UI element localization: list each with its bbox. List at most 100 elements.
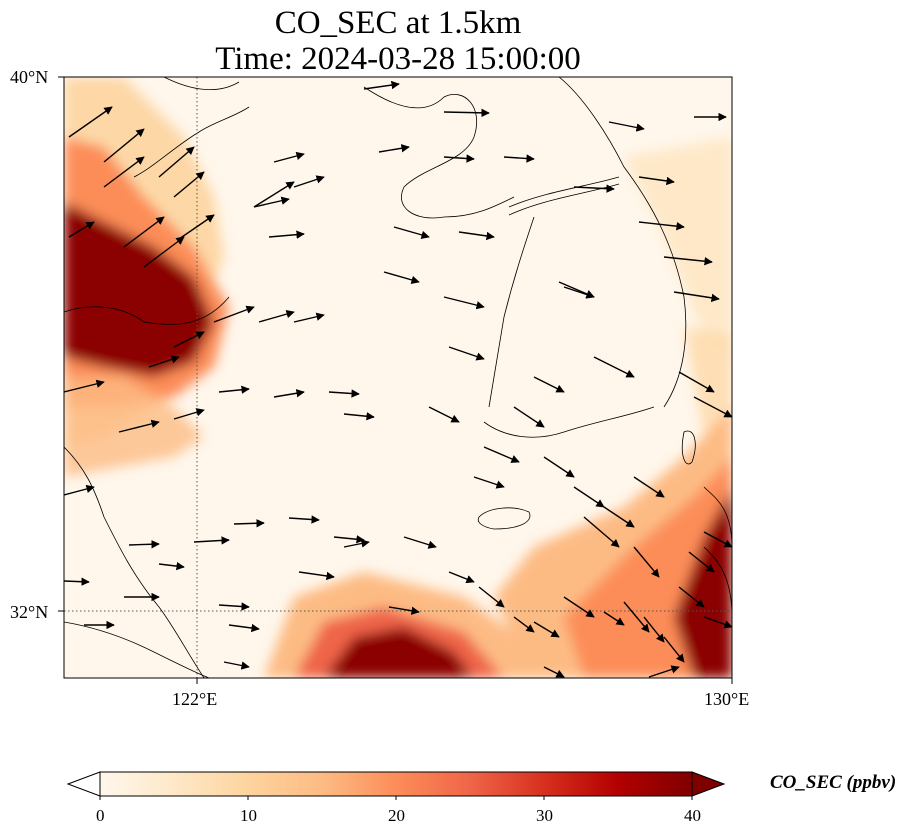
colorbar [66, 771, 726, 800]
coastline-kyushu [703, 486, 732, 618]
wind-vector-arrow [593, 356, 635, 378]
wind-vector-arrow [343, 539, 370, 548]
wind-vector-arrow [483, 446, 520, 463]
wind-vector-arrow [638, 176, 675, 186]
wind-vector-arrow [64, 484, 95, 496]
wind-vector-arrow [233, 519, 265, 528]
colorbar-tick-10: 10 [240, 806, 257, 825]
wind-vector-arrow [328, 389, 360, 398]
wind-vectors [64, 80, 732, 678]
wind-vector-arrow [173, 171, 205, 198]
wind-vector-arrow [443, 296, 485, 310]
wind-vector-arrow [633, 476, 665, 498]
coastline-shandong [64, 296, 230, 325]
wind-vector-arrow [388, 606, 420, 615]
wind-vector-arrow [633, 546, 660, 578]
wind-vector-arrow [513, 616, 535, 633]
wind-vector-arrow [213, 305, 255, 323]
wind-vector-arrow [583, 516, 620, 548]
wind-vector-arrow [558, 281, 595, 298]
wind-vector-arrow [603, 611, 625, 626]
coastlines [64, 77, 732, 678]
map-title-line2: Time: 2024-03-28 15:00:00 [215, 41, 581, 77]
co-plume-nw-core [64, 202, 214, 377]
wind-vector-arrow [533, 621, 560, 638]
wind-vector-arrow [693, 396, 732, 418]
wind-vector-arrow [543, 666, 565, 678]
map-title-line1: CO_SEC at 1.5km [274, 5, 522, 41]
coastline-yangtze [64, 621, 210, 678]
wind-vector-arrow [218, 385, 250, 394]
wind-vector-arrow [273, 389, 305, 398]
colorbar-tick-30: 30 [536, 806, 553, 825]
wind-vector-arrow [663, 636, 685, 663]
map-frame [63, 76, 733, 679]
wind-vector-arrow [428, 406, 460, 423]
wind-vector-arrow [473, 476, 505, 489]
wind-vector-arrow [448, 346, 485, 361]
wind-vector-arrow [193, 536, 230, 545]
wind-vector-arrow [663, 256, 713, 266]
wind-vector-arrow [173, 408, 205, 420]
lat-tick-label-40N: 40°N [10, 67, 49, 87]
coastline-korea-south [483, 406, 655, 438]
wind-vector-arrow [503, 154, 535, 163]
co-plume-se-core [674, 487, 732, 678]
colorbar-title: CO_SEC (ppbv) [770, 772, 897, 793]
coastline-tsushima [681, 430, 696, 465]
wind-vector-arrow [173, 331, 205, 348]
wind-vector-arrow [648, 665, 680, 678]
wind-vector-arrow [268, 230, 305, 239]
co-field-layer [64, 77, 732, 678]
wind-vector-arrow [638, 221, 685, 231]
map-plot [58, 76, 733, 684]
colorbar-tick-20: 20 [388, 806, 405, 825]
wind-vector-arrow [343, 412, 375, 421]
wind-vector-arrow [563, 596, 595, 618]
wind-vector-arrow [293, 175, 325, 188]
wind-vector-arrow [333, 535, 365, 544]
wind-vector-arrow [103, 128, 145, 163]
wind-vector-arrow [298, 571, 335, 581]
coastline-korea-east [558, 77, 687, 408]
wind-vector-arrow [703, 531, 732, 548]
wind-vector-arrow [443, 108, 490, 118]
wind-vector-arrow [478, 586, 505, 608]
wind-vector-arrow [143, 236, 185, 268]
wind-vector-arrow [688, 551, 715, 573]
wind-vector-arrow [393, 226, 430, 239]
colorbar-gradient [99, 771, 693, 797]
wind-vector-arrow [643, 616, 665, 643]
co-plume-ne [624, 137, 732, 357]
wind-vector-arrow [678, 371, 715, 393]
wind-vector-arrow [573, 486, 605, 508]
wind-vector-arrow [253, 181, 295, 208]
wind-vector-arrow [128, 540, 160, 549]
wind-vector-arrow [118, 419, 160, 433]
wind-vector-arrow [673, 291, 720, 302]
co-plume-west-strip [64, 377, 204, 477]
wind-vector-arrow [68, 106, 113, 138]
wind-vector-arrow [273, 151, 305, 163]
lat-tick-label-32N: 32°N [10, 602, 49, 622]
coastline-bohai-north [163, 77, 240, 90]
colorbar-extend-max [691, 771, 726, 797]
wind-vector-arrow [363, 80, 400, 90]
wind-vector-arrow [228, 623, 260, 633]
wind-vector-arrow [64, 577, 90, 586]
wind-vector-arrow [178, 214, 215, 240]
wind-vector-arrow [64, 379, 105, 393]
coastline-china-east [64, 446, 205, 678]
wind-vector-arrow [403, 536, 437, 549]
wind-vector-arrow [623, 601, 650, 633]
wind-vector-arrow [678, 586, 705, 608]
colorbar-tick-40: 40 [684, 806, 701, 825]
coastline-liaodong [133, 106, 250, 178]
wind-vector-arrow [123, 216, 165, 248]
wind-vector-arrow [218, 602, 250, 611]
wind-vector-arrow [443, 154, 475, 163]
wind-vector-arrow [148, 355, 180, 368]
colorbar-tick-marks [99, 796, 693, 800]
colorbar-extend-min [66, 771, 101, 797]
wind-vector-arrow [258, 310, 295, 323]
